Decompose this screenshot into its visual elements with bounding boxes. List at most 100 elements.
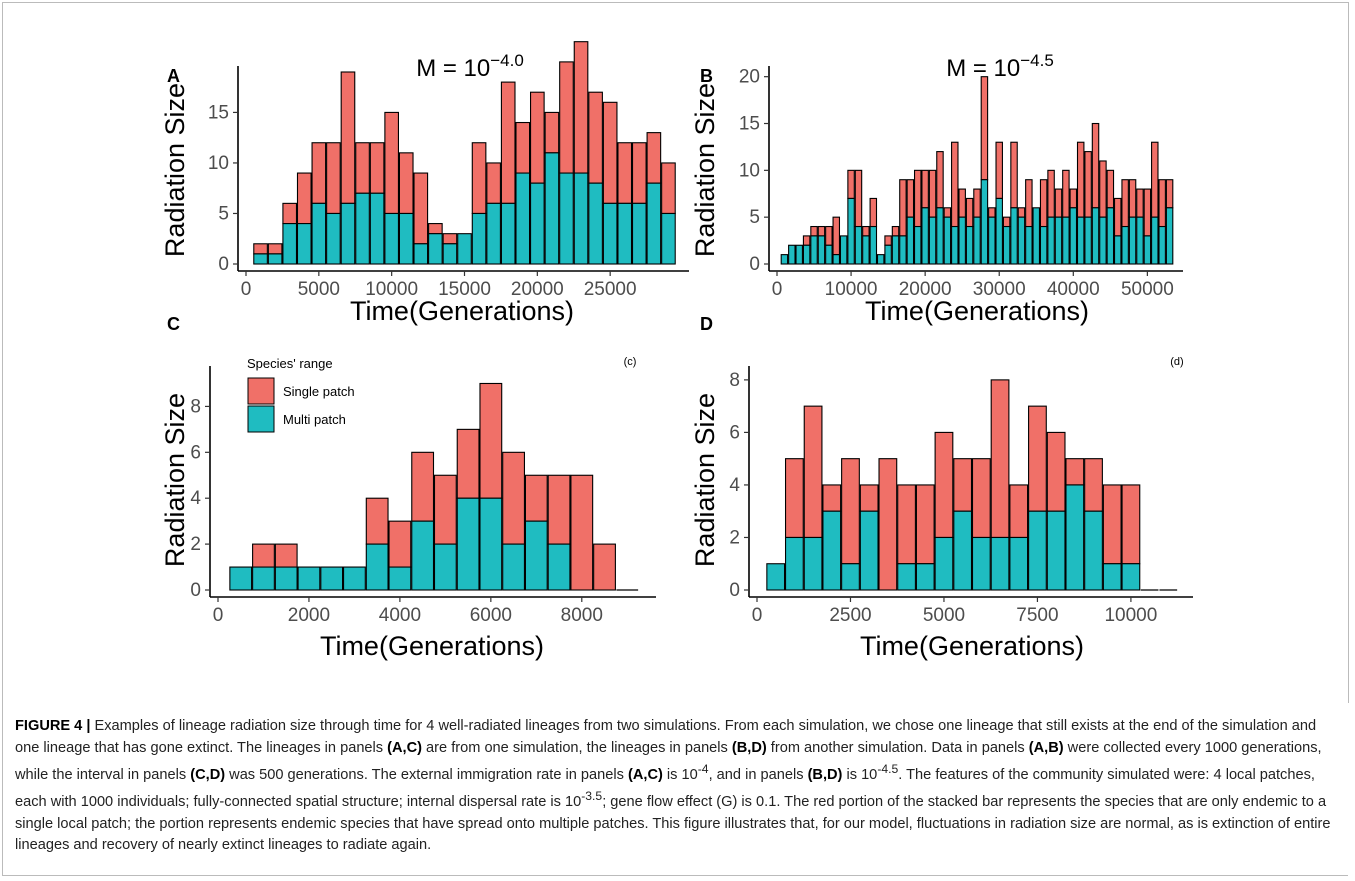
bar-multi-patch bbox=[442, 243, 458, 265]
x-tick-label: 15000 bbox=[438, 279, 491, 300]
bar-single-patch bbox=[841, 458, 860, 565]
x-tick-label: 0 bbox=[772, 279, 783, 300]
bar-single-patch bbox=[906, 179, 915, 218]
panel-letter: C bbox=[167, 314, 180, 334]
bar-multi-patch bbox=[795, 244, 803, 265]
bar-single-patch bbox=[1099, 160, 1107, 218]
bar-multi-patch bbox=[766, 563, 786, 591]
bar-single-patch bbox=[267, 243, 283, 255]
bar-multi-patch bbox=[433, 543, 457, 591]
bar-multi-patch bbox=[854, 225, 863, 265]
legend-title: Species' range bbox=[247, 356, 333, 371]
bar-multi-patch bbox=[544, 152, 560, 265]
bar-single-patch bbox=[1062, 169, 1070, 218]
bar-single-patch bbox=[953, 458, 973, 512]
bar-single-patch bbox=[442, 233, 458, 245]
bar-single-patch bbox=[921, 169, 929, 209]
bar-multi-patch bbox=[839, 235, 848, 265]
bar-single-patch bbox=[854, 169, 863, 228]
bar-single-patch bbox=[884, 235, 892, 246]
y-tick-label: 0 bbox=[218, 254, 229, 275]
bar-multi-patch bbox=[311, 202, 327, 265]
bar-multi-patch bbox=[1099, 216, 1107, 265]
bar-single-patch bbox=[661, 162, 676, 215]
bar-multi-patch bbox=[1143, 235, 1152, 265]
bar-single-patch bbox=[479, 382, 503, 499]
bar-multi-patch bbox=[1046, 510, 1066, 591]
bar-single-patch bbox=[559, 61, 574, 174]
bar-single-patch bbox=[252, 543, 275, 568]
bar-multi-patch bbox=[343, 566, 366, 591]
bar-multi-patch bbox=[965, 225, 974, 265]
bar-multi-patch bbox=[411, 520, 435, 591]
bar-single-patch bbox=[913, 169, 922, 228]
bar-multi-patch bbox=[1106, 207, 1115, 265]
caption-ref-cd[interactable]: (C,D) bbox=[190, 766, 226, 783]
corner-label: (c) bbox=[624, 356, 637, 368]
bar-single-patch bbox=[1091, 122, 1100, 209]
caption-ref-ac-2[interactable]: (A,C) bbox=[628, 766, 663, 783]
bar-single-patch bbox=[899, 179, 907, 237]
bar-multi-patch bbox=[971, 536, 991, 591]
bar-multi-patch bbox=[1069, 207, 1078, 265]
bar-multi-patch bbox=[456, 497, 480, 591]
x-tick-label: 10000 bbox=[825, 279, 878, 300]
caption-text-8: is 10 bbox=[842, 766, 878, 783]
caption-ref-bd-2[interactable]: (B,D) bbox=[807, 766, 843, 783]
y-axis-label: Radiation Size bbox=[690, 83, 720, 257]
caption-text-5: was 500 generations. The external immigr… bbox=[225, 766, 628, 783]
bar-single-patch bbox=[1084, 151, 1092, 218]
bar-single-patch bbox=[825, 225, 833, 246]
bar-multi-patch bbox=[995, 197, 1003, 265]
bar-multi-patch bbox=[847, 197, 855, 265]
caption-text-2: are from one simulation, the lineages in… bbox=[422, 739, 732, 756]
bar-multi-patch bbox=[921, 207, 929, 265]
x-tick-label: 50000 bbox=[1121, 279, 1174, 300]
bar-single-patch bbox=[588, 91, 603, 184]
bar-multi-patch bbox=[602, 202, 618, 265]
y-tick-label: 4 bbox=[729, 475, 740, 496]
x-tick-label: 7500 bbox=[1016, 605, 1058, 626]
bar-single-patch bbox=[1136, 188, 1144, 218]
panel-d: 0 2 4 6 8 0 2500 5000 7500 10000 Time(Generations)… bbox=[690, 314, 1193, 661]
bar-single-patch bbox=[384, 111, 399, 215]
bar-multi-patch bbox=[876, 254, 885, 265]
y-tick-label: 5 bbox=[749, 207, 760, 228]
bar-single-patch bbox=[456, 428, 480, 499]
y-tick-label: 5 bbox=[218, 203, 229, 224]
caption-ref-bd[interactable]: (B,D) bbox=[731, 739, 767, 756]
bar-single-patch bbox=[1084, 458, 1103, 512]
bar-multi-patch bbox=[1136, 216, 1144, 265]
bar-multi-patch bbox=[803, 536, 823, 591]
y-tick-label: 8 bbox=[729, 370, 740, 391]
bar-multi-patch bbox=[953, 510, 973, 591]
bar-single-patch bbox=[524, 474, 548, 522]
bar-single-patch bbox=[862, 225, 870, 237]
y-tick-label: 4 bbox=[190, 488, 201, 509]
bar-single-patch bbox=[897, 484, 916, 565]
bar-multi-patch bbox=[1076, 216, 1085, 265]
bar-single-patch bbox=[593, 543, 616, 591]
bar-multi-patch bbox=[365, 543, 389, 591]
caption-exponent-2: -4.5 bbox=[877, 762, 899, 776]
corner-label: (d) bbox=[1170, 356, 1183, 368]
panel-letter: A bbox=[167, 66, 180, 86]
panel-letter: D bbox=[700, 314, 713, 334]
bar-single-patch bbox=[936, 151, 944, 209]
y-tick-label: 15 bbox=[208, 102, 229, 123]
bar-multi-patch bbox=[296, 223, 312, 265]
bar-single-patch bbox=[1143, 188, 1152, 237]
x-axis-label: Time(Generations) bbox=[320, 631, 544, 661]
x-tick-label: 25000 bbox=[584, 279, 637, 300]
panel-b: 0 5 10 15 20 0 10000 20000 30000 40000 50000 Time(G… bbox=[690, 51, 1183, 326]
bar-single-patch bbox=[973, 188, 981, 218]
bar-multi-patch bbox=[502, 543, 525, 591]
bar-multi-patch bbox=[915, 563, 935, 591]
bar-multi-patch bbox=[884, 244, 892, 265]
bar-single-patch bbox=[529, 91, 545, 184]
y-tick-label: 6 bbox=[729, 422, 740, 443]
caption-ref-ab[interactable]: (A,B) bbox=[1028, 739, 1064, 756]
legend-swatch bbox=[247, 377, 275, 405]
caption-ref-ac[interactable]: (A,C) bbox=[387, 739, 422, 756]
bar-multi-patch bbox=[1039, 225, 1048, 265]
